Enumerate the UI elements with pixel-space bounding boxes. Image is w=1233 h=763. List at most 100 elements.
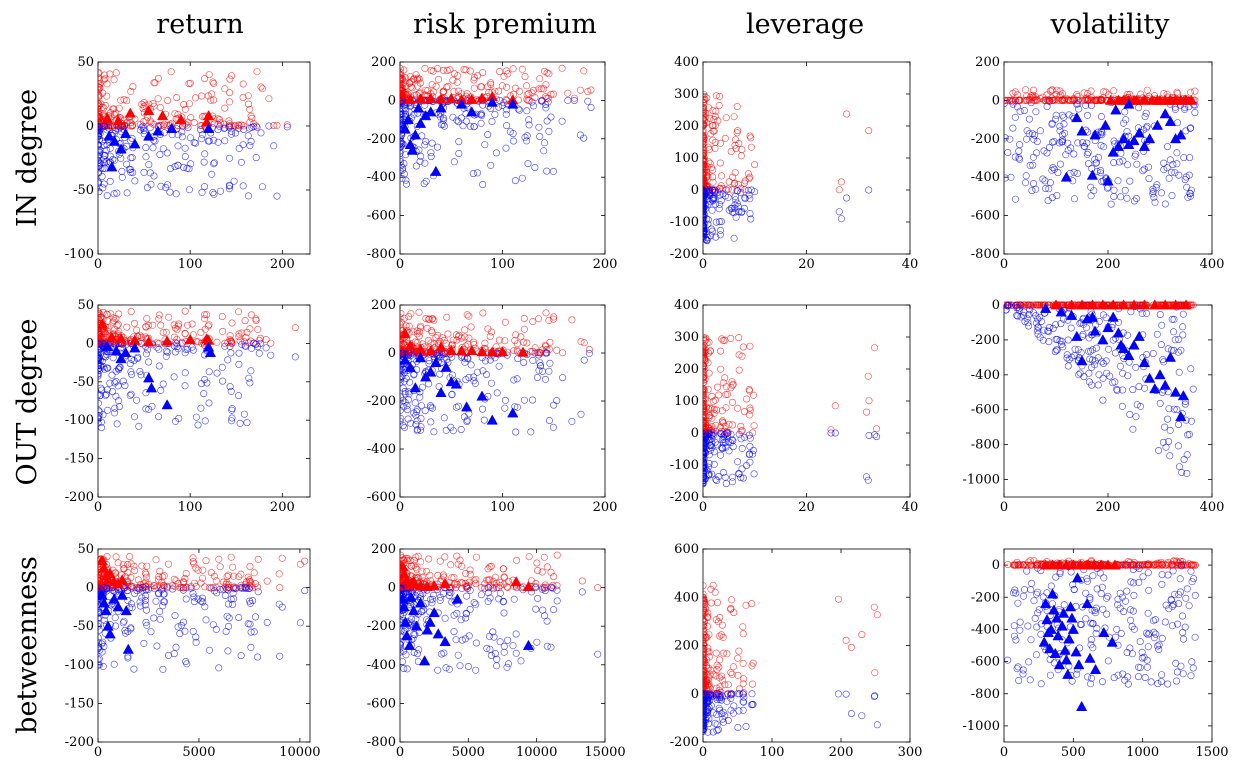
scatter-point (400, 318, 405, 326)
x-tick-label: 200 (1096, 257, 1121, 272)
scatter-point (456, 662, 464, 670)
scatter-point (98, 415, 102, 423)
scatter-point (181, 627, 189, 635)
scatter-point (400, 378, 404, 386)
scatter-point (283, 121, 291, 129)
scatter-point (226, 383, 234, 391)
scatter-point (717, 365, 725, 373)
scatter-point (1180, 455, 1188, 463)
scatter-point (416, 79, 424, 87)
triangle-marker-blue (1159, 379, 1171, 390)
scatter-point (1080, 142, 1088, 150)
scatter-point (729, 173, 737, 181)
scatter-point (703, 156, 707, 164)
scatter-point (103, 585, 111, 593)
scatter-point (400, 584, 405, 592)
scatter-point (127, 600, 135, 608)
y-tick-label: -200 (65, 735, 94, 750)
scatter-point (173, 340, 181, 348)
scatter-point (511, 84, 519, 92)
scatter-point (205, 137, 213, 145)
scatter-point (450, 88, 458, 96)
scatter-point (725, 178, 733, 186)
triangle-marker-blue (1164, 351, 1177, 362)
scatter-point (1097, 113, 1105, 121)
scatter-point (134, 584, 142, 592)
scatter-point (1164, 345, 1172, 353)
axes-frame (1003, 304, 1213, 498)
triangle-marker-blue (1175, 129, 1187, 140)
scatter-point (472, 580, 480, 588)
scatter-point (400, 86, 404, 94)
scatter-point (160, 590, 168, 598)
scatter-point (421, 141, 429, 149)
scatter-point (159, 573, 167, 581)
scatter-point (712, 421, 720, 429)
scatter-point (440, 355, 448, 363)
scatter-point (495, 595, 503, 603)
scatter-point (190, 119, 198, 127)
scatter-point (225, 614, 233, 622)
scatter-point (1039, 175, 1047, 183)
scatter-point (267, 339, 275, 347)
scatter-point (472, 600, 480, 608)
scatter-point (400, 147, 404, 155)
scatter-point (1118, 402, 1126, 410)
scatter-point (703, 397, 707, 405)
scatter-point (1129, 386, 1137, 394)
x-tick-label: 100 (178, 257, 203, 272)
scatter-point (1186, 154, 1194, 162)
scatter-point (472, 553, 480, 561)
axes-frame (702, 304, 911, 498)
scatter-point (462, 569, 470, 577)
scatter-point (477, 119, 485, 127)
axes-frame (97, 61, 311, 255)
scatter-point (189, 554, 197, 562)
scatter-point (1173, 149, 1181, 157)
scatter-point (1150, 193, 1158, 201)
scatter-point (1129, 425, 1137, 433)
scatter-point (486, 594, 494, 602)
scatter-point (703, 154, 708, 162)
scatter-point (104, 406, 112, 414)
scatter-point (400, 310, 405, 317)
y-tick-label: 600 (674, 542, 699, 557)
scatter-point (430, 591, 438, 599)
scatter-point (727, 439, 735, 447)
scatter-point (162, 184, 170, 192)
scatter-point (245, 374, 253, 382)
scatter-point (98, 114, 103, 122)
scatter-point (719, 379, 727, 387)
scatter-point (433, 143, 441, 151)
scatter-point (400, 170, 408, 178)
scatter-point (1130, 197, 1138, 205)
scatter-point (159, 380, 167, 388)
scatter-point (1067, 144, 1075, 152)
triangle-marker-blue (432, 628, 444, 639)
scatter-point (252, 315, 260, 323)
scatter-point (523, 137, 531, 145)
scatter-point (192, 139, 200, 147)
scatter-point (1053, 192, 1061, 200)
scatter-point (482, 371, 490, 379)
scatter-point (1011, 195, 1019, 203)
scatter-point (1166, 156, 1174, 164)
scatter-point (481, 339, 489, 347)
scatter-point (873, 433, 881, 441)
scatter-point (156, 104, 164, 112)
scatter-point (427, 149, 435, 157)
scatter-point (1059, 138, 1067, 146)
scatter-point (187, 114, 195, 122)
scatter-point (102, 391, 110, 399)
scatter-point (1094, 354, 1102, 362)
scatter-point (1004, 306, 1010, 314)
y-tick-label: -200 (670, 735, 699, 750)
scatter-point (553, 597, 561, 605)
y-tick-label: -200 (367, 132, 396, 147)
scatter-point (735, 334, 743, 342)
scatter-point (173, 343, 181, 351)
scatter-point (182, 595, 190, 603)
scatter-point (703, 459, 708, 467)
scatter-point (98, 620, 102, 627)
